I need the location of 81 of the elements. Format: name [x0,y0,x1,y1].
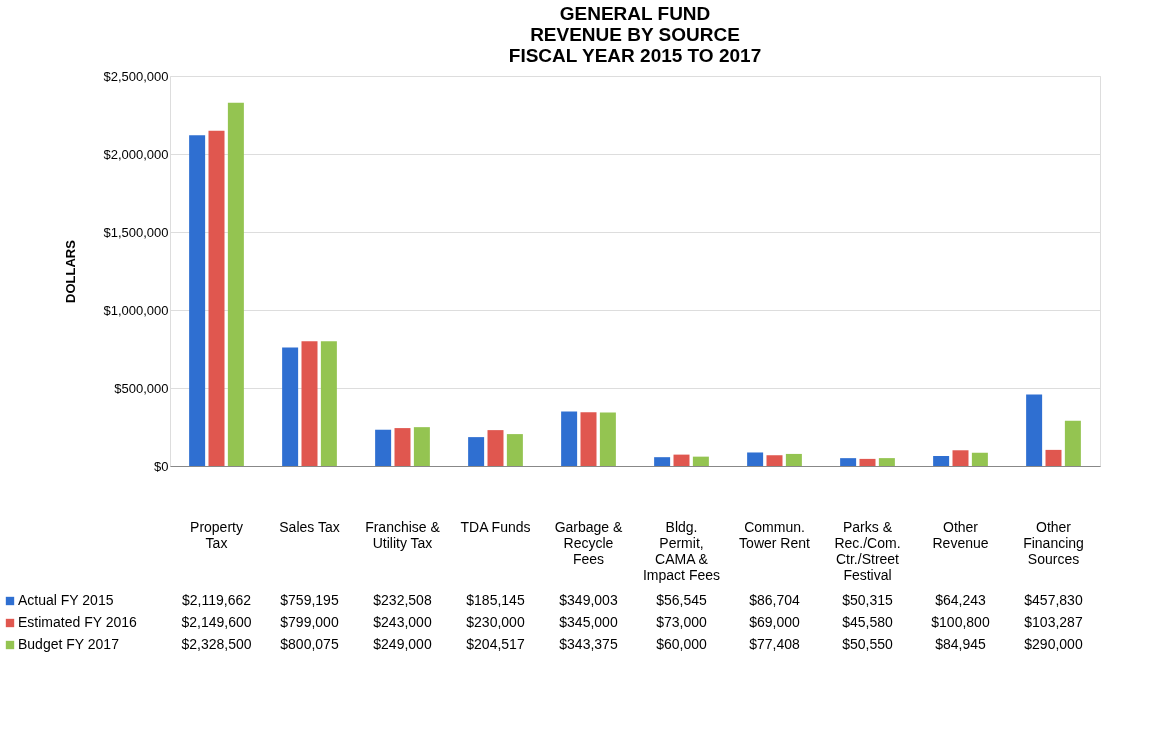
data-label: $45,580 [842,614,894,630]
data-label: $243,000 [373,614,432,630]
data-label: $345,000 [559,614,618,630]
bar [487,430,504,466]
x-tick-label: Property Tax [190,519,243,551]
data-label: $232,508 [373,592,432,608]
bar [747,452,764,466]
y-axis-title: DOLLARS [63,239,79,303]
bar [859,458,876,466]
bar [301,341,318,466]
data-label: $2,328,500 [181,636,252,652]
bar [673,454,690,466]
y-tick-label: $1,000,000 [103,302,169,318]
y-tick-label: $500,000 [114,380,169,396]
x-tick-label: Parks & Rec./Com. Ctr./Street Festival [834,519,901,583]
data-label: $56,545 [656,592,708,608]
bar [878,458,895,466]
x-tick-label: Other Financing Sources [1023,519,1084,567]
x-tick-label: Commun. Tower Rent [739,519,811,551]
bar [971,452,988,466]
bar [561,411,578,466]
bar [654,457,671,466]
data-label: $800,075 [280,636,339,652]
data-label: $69,000 [749,614,801,630]
data-label: $457,830 [1024,592,1083,608]
data-label: $50,550 [842,636,894,652]
data-label: $799,000 [280,614,339,630]
data-label: $230,000 [466,614,525,630]
bar [692,456,709,466]
data-label: $60,000 [656,636,708,652]
data-label: $249,000 [373,636,432,652]
y-tick-label: $2,000,000 [103,146,169,162]
bar [840,458,857,466]
y-tick-label: $0 [154,458,169,474]
bar [766,455,783,466]
data-label: $50,315 [842,592,894,608]
x-tick-label: Garbage & Recycle Fees [554,519,624,567]
bar [599,412,616,466]
data-label: $759,195 [280,592,339,608]
bar [506,434,523,466]
x-tick-label: Sales Tax [279,519,340,535]
x-tick-label: TDA Funds [460,519,531,535]
bar [785,453,802,466]
bar [1026,394,1043,466]
data-label: $185,145 [466,592,525,608]
y-tick-label: $2,500,000 [103,68,169,84]
bar [375,429,392,466]
bar [208,130,225,466]
data-label: $349,003 [559,592,618,608]
data-label: $290,000 [1024,636,1083,652]
legend-label: Budget FY 2017 [18,636,120,652]
bar [189,135,206,466]
data-label: $343,375 [559,636,618,652]
x-tick-label: Franchise & Utility Tax [365,519,441,551]
data-label: $64,243 [935,592,987,608]
data-label: $77,408 [749,636,801,652]
bar [580,412,597,466]
data-label: $84,945 [935,636,987,652]
bar [1045,449,1062,466]
bar [1064,420,1081,466]
bar [952,450,969,466]
chart-title: GENERAL FUND REVENUE BY SOURCE FISCAL YEAR 2015 TO 2017 [508,3,762,66]
bar [468,437,485,466]
data-label: $100,800 [931,614,990,630]
bar [394,428,411,466]
x-tick-label: Bldg. Permit, CAMA & Impact Fees [642,519,721,583]
data-label: $73,000 [656,614,708,630]
data-label: $86,704 [749,592,801,608]
x-tick-label: Other Revenue [932,519,989,551]
bar [320,341,337,466]
data-label: $103,287 [1024,614,1083,630]
bar [413,427,430,466]
y-tick-label: $1,500,000 [103,224,169,240]
data-label: $204,517 [466,636,525,652]
legend-label: Actual FY 2015 [18,592,114,608]
bar [282,347,299,466]
legend-label: Estimated FY 2016 [18,614,138,630]
bar [227,102,244,466]
data-label: $2,119,662 [181,592,252,608]
data-label: $2,149,600 [181,614,252,630]
bar [933,455,950,466]
